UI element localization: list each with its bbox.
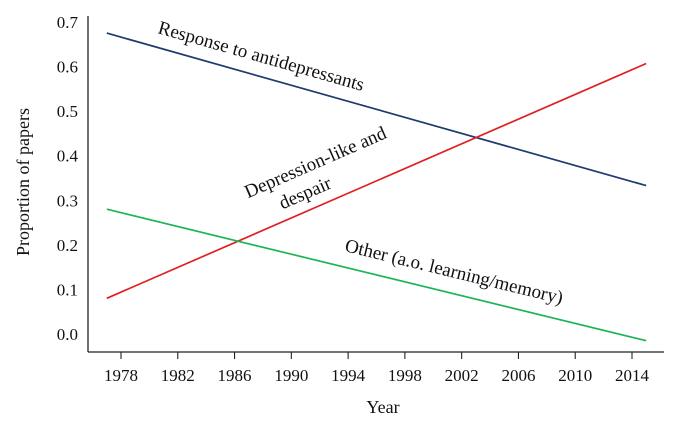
- axes: [87, 16, 664, 353]
- y-tick-label: 0.2: [57, 236, 78, 255]
- x-tick-label: 2010: [558, 366, 592, 385]
- series-label-depression-like-and-despair: Depression-like and despair: [242, 121, 404, 225]
- y-tick-label: 0.0: [57, 325, 78, 344]
- x-tick-label: 1978: [104, 366, 138, 385]
- x-axis-title: Year: [366, 397, 399, 417]
- y-tick-label: 0.4: [57, 147, 79, 166]
- series-lines: [106, 32, 647, 342]
- y-axis-title: Proportion of papers: [13, 108, 33, 256]
- y-tick-label: 0.1: [57, 280, 78, 299]
- y-tick-label: 0.6: [57, 58, 78, 77]
- y-ticks: 0.0 0.1 0.2 0.3 0.4 0.5 0.6 0.7: [57, 13, 79, 344]
- x-tick-label: 2014: [615, 366, 650, 385]
- x-tick-label: 1990: [274, 366, 308, 385]
- x-ticks: 1978 1982 1986 1990 1994 1998 2002 2006 2010 2014: [104, 352, 650, 385]
- series-line-other-a-o-learning-memory: [106, 208, 647, 342]
- y-tick-label: 0.7: [57, 13, 79, 32]
- series-line-response-to-antidepressants: [106, 32, 647, 187]
- x-tick-label: 1994: [331, 366, 366, 385]
- x-tick-label: 2002: [445, 366, 479, 385]
- series-label-other: Other (a.o. learning/memory): [343, 235, 565, 308]
- y-tick-label: 0.3: [57, 191, 78, 210]
- series-label-line: Other (a.o. learning/memory): [343, 235, 565, 308]
- x-tick-label: 1986: [218, 366, 252, 385]
- x-tick-label: 1998: [388, 366, 422, 385]
- y-tick-label: 0.5: [57, 102, 78, 121]
- series-line-depression-like-and-despair: [106, 62, 647, 300]
- x-tick-label: 2006: [501, 366, 535, 385]
- x-tick-label: 1982: [161, 366, 195, 385]
- series-labels: Response to antidepressants Depression-l…: [156, 18, 565, 309]
